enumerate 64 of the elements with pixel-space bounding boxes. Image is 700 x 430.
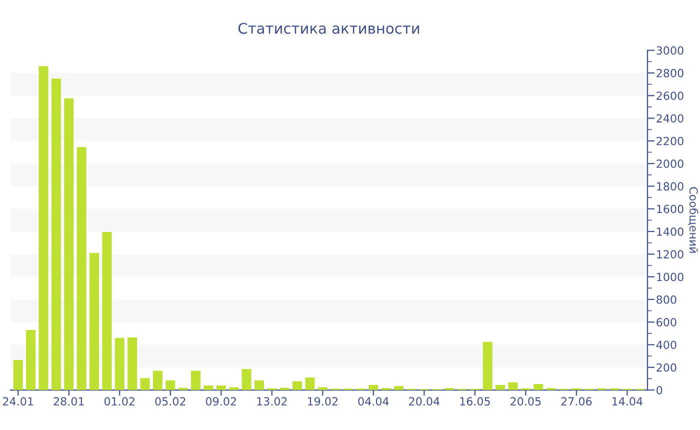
bar — [368, 384, 378, 390]
bar — [166, 380, 176, 390]
y-axis-title: Сообщений — [688, 187, 698, 253]
bar — [114, 338, 124, 390]
y-tick-label: 1400 — [657, 227, 684, 236]
bar — [444, 388, 454, 390]
bar — [280, 388, 290, 390]
bar — [89, 253, 100, 390]
y-tick-label: 2400 — [656, 114, 684, 123]
bar — [229, 387, 239, 390]
bar — [305, 378, 315, 390]
x-tick-label: 24.01 — [3, 397, 33, 406]
chart-title: Статистика активности — [238, 22, 420, 34]
bar — [292, 381, 302, 390]
y-tick-label: 200 — [656, 363, 676, 372]
x-tick-label: 16.05 — [460, 397, 490, 406]
bar — [394, 386, 404, 390]
x-tick-label: 13.02 — [257, 397, 287, 406]
x-tick-label: 01.02 — [104, 397, 134, 406]
x-tick-label: 04.04 — [358, 397, 389, 406]
y-tick-label: 400 — [656, 340, 676, 350]
bar — [242, 369, 252, 390]
bar — [381, 388, 391, 390]
y-tick-label: 1200 — [657, 250, 684, 259]
bar — [13, 360, 23, 390]
bar — [102, 232, 112, 390]
bar — [204, 385, 214, 390]
bar — [254, 380, 264, 390]
x-tick-label: 14.04 — [612, 397, 642, 406]
y-tick-label: 600 — [656, 318, 676, 326]
y-tick-label: 2000 — [656, 160, 684, 168]
y-tick-label: 1000 — [657, 272, 684, 282]
bar — [38, 66, 48, 390]
bar — [496, 384, 506, 390]
x-tick-label: 28.01 — [54, 397, 84, 406]
y-tick-label: 2600 — [656, 92, 684, 100]
x-tick-label: 20.04 — [409, 397, 440, 406]
x-tick-label: 27.06 — [561, 397, 592, 406]
y-tick-label: 3000 — [656, 46, 684, 55]
bar — [318, 387, 328, 390]
bar — [128, 337, 138, 390]
x-tick-label: 09.02 — [206, 397, 236, 406]
y-tick-label: 2800 — [656, 68, 684, 78]
bar — [482, 342, 492, 390]
x-tick-label: 19.02 — [308, 397, 338, 406]
bar — [26, 330, 36, 390]
bar — [191, 370, 201, 390]
bar — [140, 378, 150, 390]
bar — [64, 98, 74, 390]
y-tick-label: 1800 — [657, 182, 684, 191]
bar — [76, 147, 86, 390]
bar — [152, 370, 162, 390]
y-tick-label: 0 — [656, 386, 662, 394]
bar — [216, 385, 226, 390]
y-tick-label: 800 — [656, 295, 676, 304]
bar — [546, 388, 556, 390]
bar — [51, 78, 61, 390]
x-tick-label: 20.05 — [510, 397, 541, 406]
y-tick-label: 2200 — [656, 136, 684, 146]
bar — [508, 382, 518, 390]
y-tick-label: 1600 — [657, 204, 684, 214]
bar — [178, 388, 188, 390]
x-tick-label: 05.02 — [155, 397, 186, 406]
bar — [534, 384, 544, 390]
